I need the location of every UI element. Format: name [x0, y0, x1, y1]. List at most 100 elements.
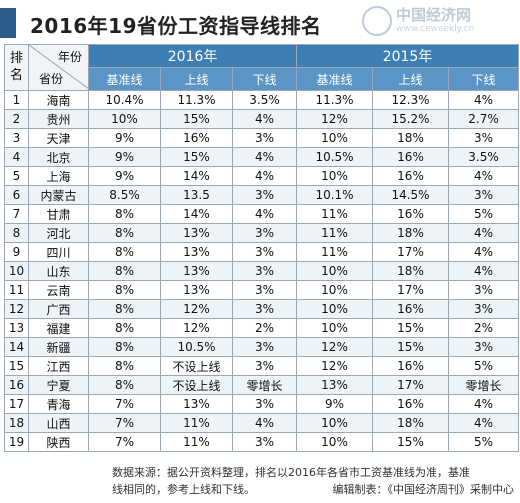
table-row: 19 陕西 7% 11% 3% 10% 15% 5%	[4, 432, 520, 452]
cell-2015-upper: 17%	[372, 280, 450, 300]
cell-2016-base: 8%	[88, 318, 161, 338]
cell-province: 甘肃	[28, 204, 89, 224]
cell-2015-lower: 3%	[448, 299, 520, 319]
cell-2016-upper: 15%	[160, 147, 233, 167]
table-row: 11 云南 8% 13% 3% 10% 17% 3%	[4, 280, 520, 300]
cell-rank: 2	[4, 109, 29, 129]
cell-2015-lower: 4%	[448, 223, 520, 243]
cell-rank: 11	[4, 280, 29, 300]
cell-2016-lower: 3%	[231, 394, 298, 414]
cell-province: 新疆	[28, 337, 89, 357]
cell-province: 福建	[28, 318, 89, 338]
col-2016-base: 基准线	[88, 67, 161, 91]
cell-2015-base: 11%	[296, 204, 374, 224]
cell-rank: 5	[4, 166, 29, 186]
cell-rank: 9	[4, 242, 29, 262]
cell-2016-upper: 13%	[160, 261, 233, 281]
cell-2015-upper: 15%	[372, 318, 450, 338]
cell-rank: 17	[4, 394, 29, 414]
cell-2015-base: 10.1%	[296, 185, 374, 205]
cell-2016-upper: 11%	[160, 432, 233, 452]
table-row: 14 新疆 8% 10.5% 3% 12% 15% 3%	[4, 337, 520, 357]
cell-2016-lower: 2%	[231, 318, 298, 338]
cell-2015-lower: 3%	[448, 185, 520, 205]
cell-province: 江西	[28, 356, 89, 376]
cell-2015-lower: 3.5%	[448, 147, 520, 167]
cell-2016-upper: 13%	[160, 280, 233, 300]
cell-province: 天津	[28, 128, 89, 148]
cell-2016-upper: 16%	[160, 128, 233, 148]
col-2016-upper: 上线	[160, 67, 233, 91]
editor-credit: 编辑制表：《中国经济周刊》采制中心	[332, 483, 515, 496]
table-row: 15 江西 8% 不设上线 3% 12% 16% 5%	[4, 356, 520, 376]
cell-2016-base: 10.4%	[88, 90, 161, 110]
cell-province: 北京	[28, 147, 89, 167]
wage-guideline-table: 排名 年份 省份 2016年 2015年 基准线 上线 下线 基准线 上线 下线…	[4, 44, 520, 452]
cell-2016-lower: 3%	[231, 280, 298, 300]
cell-2015-base: 10%	[296, 261, 374, 281]
cell-2015-base: 10%	[296, 413, 374, 433]
cell-province: 四川	[28, 242, 89, 262]
year-2015-header: 2015年	[296, 44, 520, 68]
cell-2015-upper: 17%	[372, 242, 450, 262]
cell-province: 广西	[28, 299, 89, 319]
cell-2015-base: 10%	[296, 318, 374, 338]
cell-2016-upper: 15%	[160, 109, 233, 129]
table-row: 16 宁夏 8% 不设上线 零增长 13% 17% 零增长	[4, 375, 520, 395]
table-row: 12 广西 8% 12% 3% 10% 16% 3%	[4, 299, 520, 319]
cell-rank: 15	[4, 356, 29, 376]
cell-2015-upper: 17%	[372, 375, 450, 395]
diagonal-header: 年份 省份	[28, 44, 89, 91]
cell-2016-lower: 4%	[231, 204, 298, 224]
cell-2015-base: 12%	[296, 356, 374, 376]
col-2016-lower: 下线	[231, 67, 298, 91]
cell-2015-lower: 4%	[448, 261, 520, 281]
cell-2015-base: 12%	[296, 337, 374, 357]
table-row: 6 内蒙古 8.5% 13.5 3% 10.1% 14.5% 3%	[4, 185, 520, 205]
cell-2015-base: 10%	[296, 280, 374, 300]
cell-2016-upper: 13%	[160, 242, 233, 262]
cell-rank: 1	[4, 90, 29, 110]
cell-2015-lower: 5%	[448, 204, 520, 224]
cell-2015-upper: 14.5%	[372, 185, 450, 205]
cell-2015-base: 11%	[296, 223, 374, 243]
cell-2015-upper: 18%	[372, 223, 450, 243]
cell-province: 河北	[28, 223, 89, 243]
cell-province: 青海	[28, 394, 89, 414]
cell-2016-lower: 3%	[231, 299, 298, 319]
cell-2016-base: 8.5%	[88, 185, 161, 205]
cell-2016-upper: 10.5%	[160, 337, 233, 357]
cell-2016-upper: 14%	[160, 166, 233, 186]
cell-2015-lower: 零增长	[448, 375, 520, 395]
cell-2016-lower: 3%	[231, 185, 298, 205]
cell-province: 海南	[28, 90, 89, 110]
cell-2016-lower: 4%	[231, 166, 298, 186]
cell-2016-base: 9%	[88, 147, 161, 167]
cell-2016-base: 7%	[88, 394, 161, 414]
cell-province: 山西	[28, 413, 89, 433]
cell-rank: 16	[4, 375, 29, 395]
cell-rank: 14	[4, 337, 29, 357]
cell-2016-upper: 13%	[160, 223, 233, 243]
cell-2015-upper: 18%	[372, 261, 450, 281]
cell-2016-lower: 3%	[231, 337, 298, 357]
cell-2015-upper: 16%	[372, 356, 450, 376]
cell-2015-lower: 3%	[448, 128, 520, 148]
cell-2016-upper: 13.5	[160, 185, 233, 205]
col-2015-upper: 上线	[372, 67, 450, 91]
cell-rank: 4	[4, 147, 29, 167]
cell-2016-lower: 3%	[231, 356, 298, 376]
cell-2015-upper: 16%	[372, 204, 450, 224]
cell-2015-upper: 16%	[372, 299, 450, 319]
rank-header: 排名	[4, 44, 29, 91]
table-row: 4 北京 9% 15% 4% 10.5% 16% 3.5%	[4, 147, 520, 167]
cell-2016-lower: 零增长	[231, 375, 298, 395]
cell-province: 内蒙古	[28, 185, 89, 205]
cell-2015-lower: 4%	[448, 413, 520, 433]
cell-2016-base: 9%	[88, 166, 161, 186]
page-title: 2016年19省份工资指导线排名	[30, 14, 322, 38]
table-row: 8 河北 8% 13% 3% 11% 18% 4%	[4, 223, 520, 243]
cell-2016-upper: 11.3%	[160, 90, 233, 110]
cell-rank: 6	[4, 185, 29, 205]
cell-2015-upper: 18%	[372, 128, 450, 148]
